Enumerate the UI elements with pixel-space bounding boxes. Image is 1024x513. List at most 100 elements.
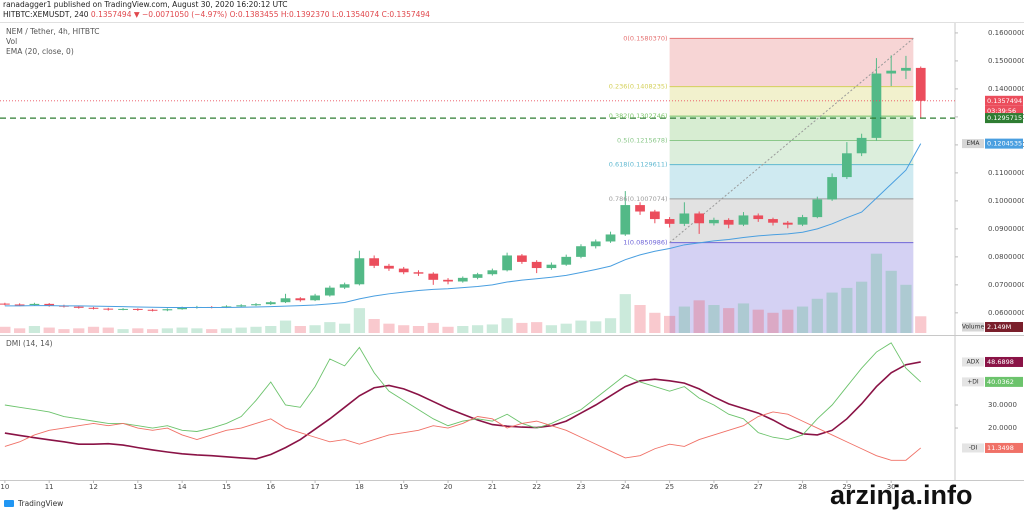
candle-body xyxy=(694,213,705,224)
volume-bar xyxy=(767,312,779,333)
change: ▼ −0.0071050 (−4.97%) xyxy=(134,10,227,19)
hline-label-box xyxy=(985,113,1023,124)
x-tick-label: 20 xyxy=(444,483,453,491)
candle-body xyxy=(295,298,306,301)
candle-body xyxy=(428,273,439,280)
x-tick-label: 14 xyxy=(178,483,187,491)
candle-body xyxy=(384,265,394,269)
volume-bar xyxy=(885,270,897,333)
candle-body xyxy=(753,215,764,220)
candle-body xyxy=(517,255,527,262)
countdown-label: 03:39:56 xyxy=(987,107,1016,115)
x-tick-label: 18 xyxy=(355,483,364,491)
volume-bar xyxy=(206,329,218,333)
x-tick-label: 21 xyxy=(488,483,497,491)
candle-body xyxy=(472,274,483,278)
volume-bar xyxy=(0,326,11,333)
candle-body xyxy=(221,306,232,308)
volume-bar xyxy=(723,308,735,333)
y-tick-label: 0.1100000 xyxy=(988,169,1024,177)
candle-body xyxy=(0,303,10,305)
y-tick-label: 0.1500000 xyxy=(988,57,1024,65)
x-tick-label: 12 xyxy=(89,483,98,491)
volume-bar xyxy=(368,319,380,333)
ema-line xyxy=(4,143,922,309)
volume-bar xyxy=(531,322,543,333)
fib-label: 0.618(0.1129611) xyxy=(609,161,668,169)
volume-bar xyxy=(870,253,883,333)
candle-body xyxy=(709,219,719,224)
x-tick-label: 11 xyxy=(45,483,54,491)
hline-label: 0.1295715 xyxy=(987,114,1022,122)
volume-bar xyxy=(634,305,646,333)
candle-body xyxy=(915,67,926,101)
volume-bar xyxy=(294,326,306,333)
dmi-value-label: 11.3498 xyxy=(987,444,1014,452)
volume-bar xyxy=(102,327,114,333)
volume-bar xyxy=(856,281,868,333)
candle-body xyxy=(635,205,645,212)
countdown-label-box xyxy=(985,105,1023,116)
x-tick-label: 17 xyxy=(311,483,320,491)
candle-body xyxy=(812,199,823,218)
y-tick-label: 0.1000000 xyxy=(988,197,1024,205)
last-price-label: 0.1357494 xyxy=(987,97,1022,105)
y-tick-label: 0.1600000 xyxy=(988,29,1024,37)
candle-body xyxy=(147,309,158,311)
candle-body xyxy=(738,215,749,225)
x-tick-label: 10 xyxy=(0,483,9,491)
candle-body xyxy=(398,268,409,273)
volume-bar xyxy=(250,326,262,333)
dmi-value-label: 40.0362 xyxy=(987,378,1014,386)
candle-body xyxy=(487,270,498,275)
ema-value-label-box xyxy=(985,138,1023,149)
x-tick-label: 29 xyxy=(842,483,851,491)
dmi-name-box xyxy=(962,443,984,453)
x-tick-label: 19 xyxy=(399,483,408,491)
y-tick-label: 0.0900000 xyxy=(988,225,1024,233)
candle-body xyxy=(413,272,424,274)
candle-body xyxy=(103,308,114,310)
volume-bar xyxy=(383,323,395,333)
volume-bar xyxy=(575,320,587,333)
volume-bar xyxy=(427,322,439,333)
fib-label: 0.786(0.1007074) xyxy=(609,195,668,203)
fib-band xyxy=(669,198,914,243)
volume-bar xyxy=(28,326,41,333)
volume-bar xyxy=(900,284,912,333)
candle-body xyxy=(443,279,453,282)
candle-body xyxy=(856,137,867,154)
candle-body xyxy=(280,298,291,303)
candle-body xyxy=(251,304,261,306)
volume-bar xyxy=(161,328,173,333)
ema-legend: EMA (20, close, 0) xyxy=(6,47,74,56)
volume-bar xyxy=(43,327,55,333)
footer: TradingView xyxy=(17,499,63,508)
legend-entry: -DI xyxy=(969,444,978,451)
candle-body xyxy=(620,205,631,235)
candle-body xyxy=(118,308,128,310)
ema-value-label-tag-box xyxy=(962,139,984,149)
logo xyxy=(4,500,14,507)
publisher: ranadagger1 published on TradingView.com… xyxy=(3,0,288,9)
candle-body xyxy=(531,261,542,269)
candle-body xyxy=(664,219,675,224)
volume-bar xyxy=(87,326,100,333)
candle-body xyxy=(339,284,350,288)
y-tick-label: 30.0000 xyxy=(988,401,1017,409)
dmi-value-label: 48.6898 xyxy=(987,358,1014,366)
candle-body xyxy=(324,287,335,296)
plot xyxy=(0,32,958,483)
candle-body xyxy=(723,219,734,225)
candle-body xyxy=(605,234,616,242)
fib-trend xyxy=(669,38,914,243)
volume-bar xyxy=(516,322,528,333)
candle-body xyxy=(29,303,40,306)
volume-bar xyxy=(191,328,203,333)
x-tick-label: 16 xyxy=(266,483,275,491)
symbol: HITBTC:XEMUSDT, 240 xyxy=(3,10,89,19)
y-tick-label: 0.0600000 xyxy=(988,309,1024,317)
